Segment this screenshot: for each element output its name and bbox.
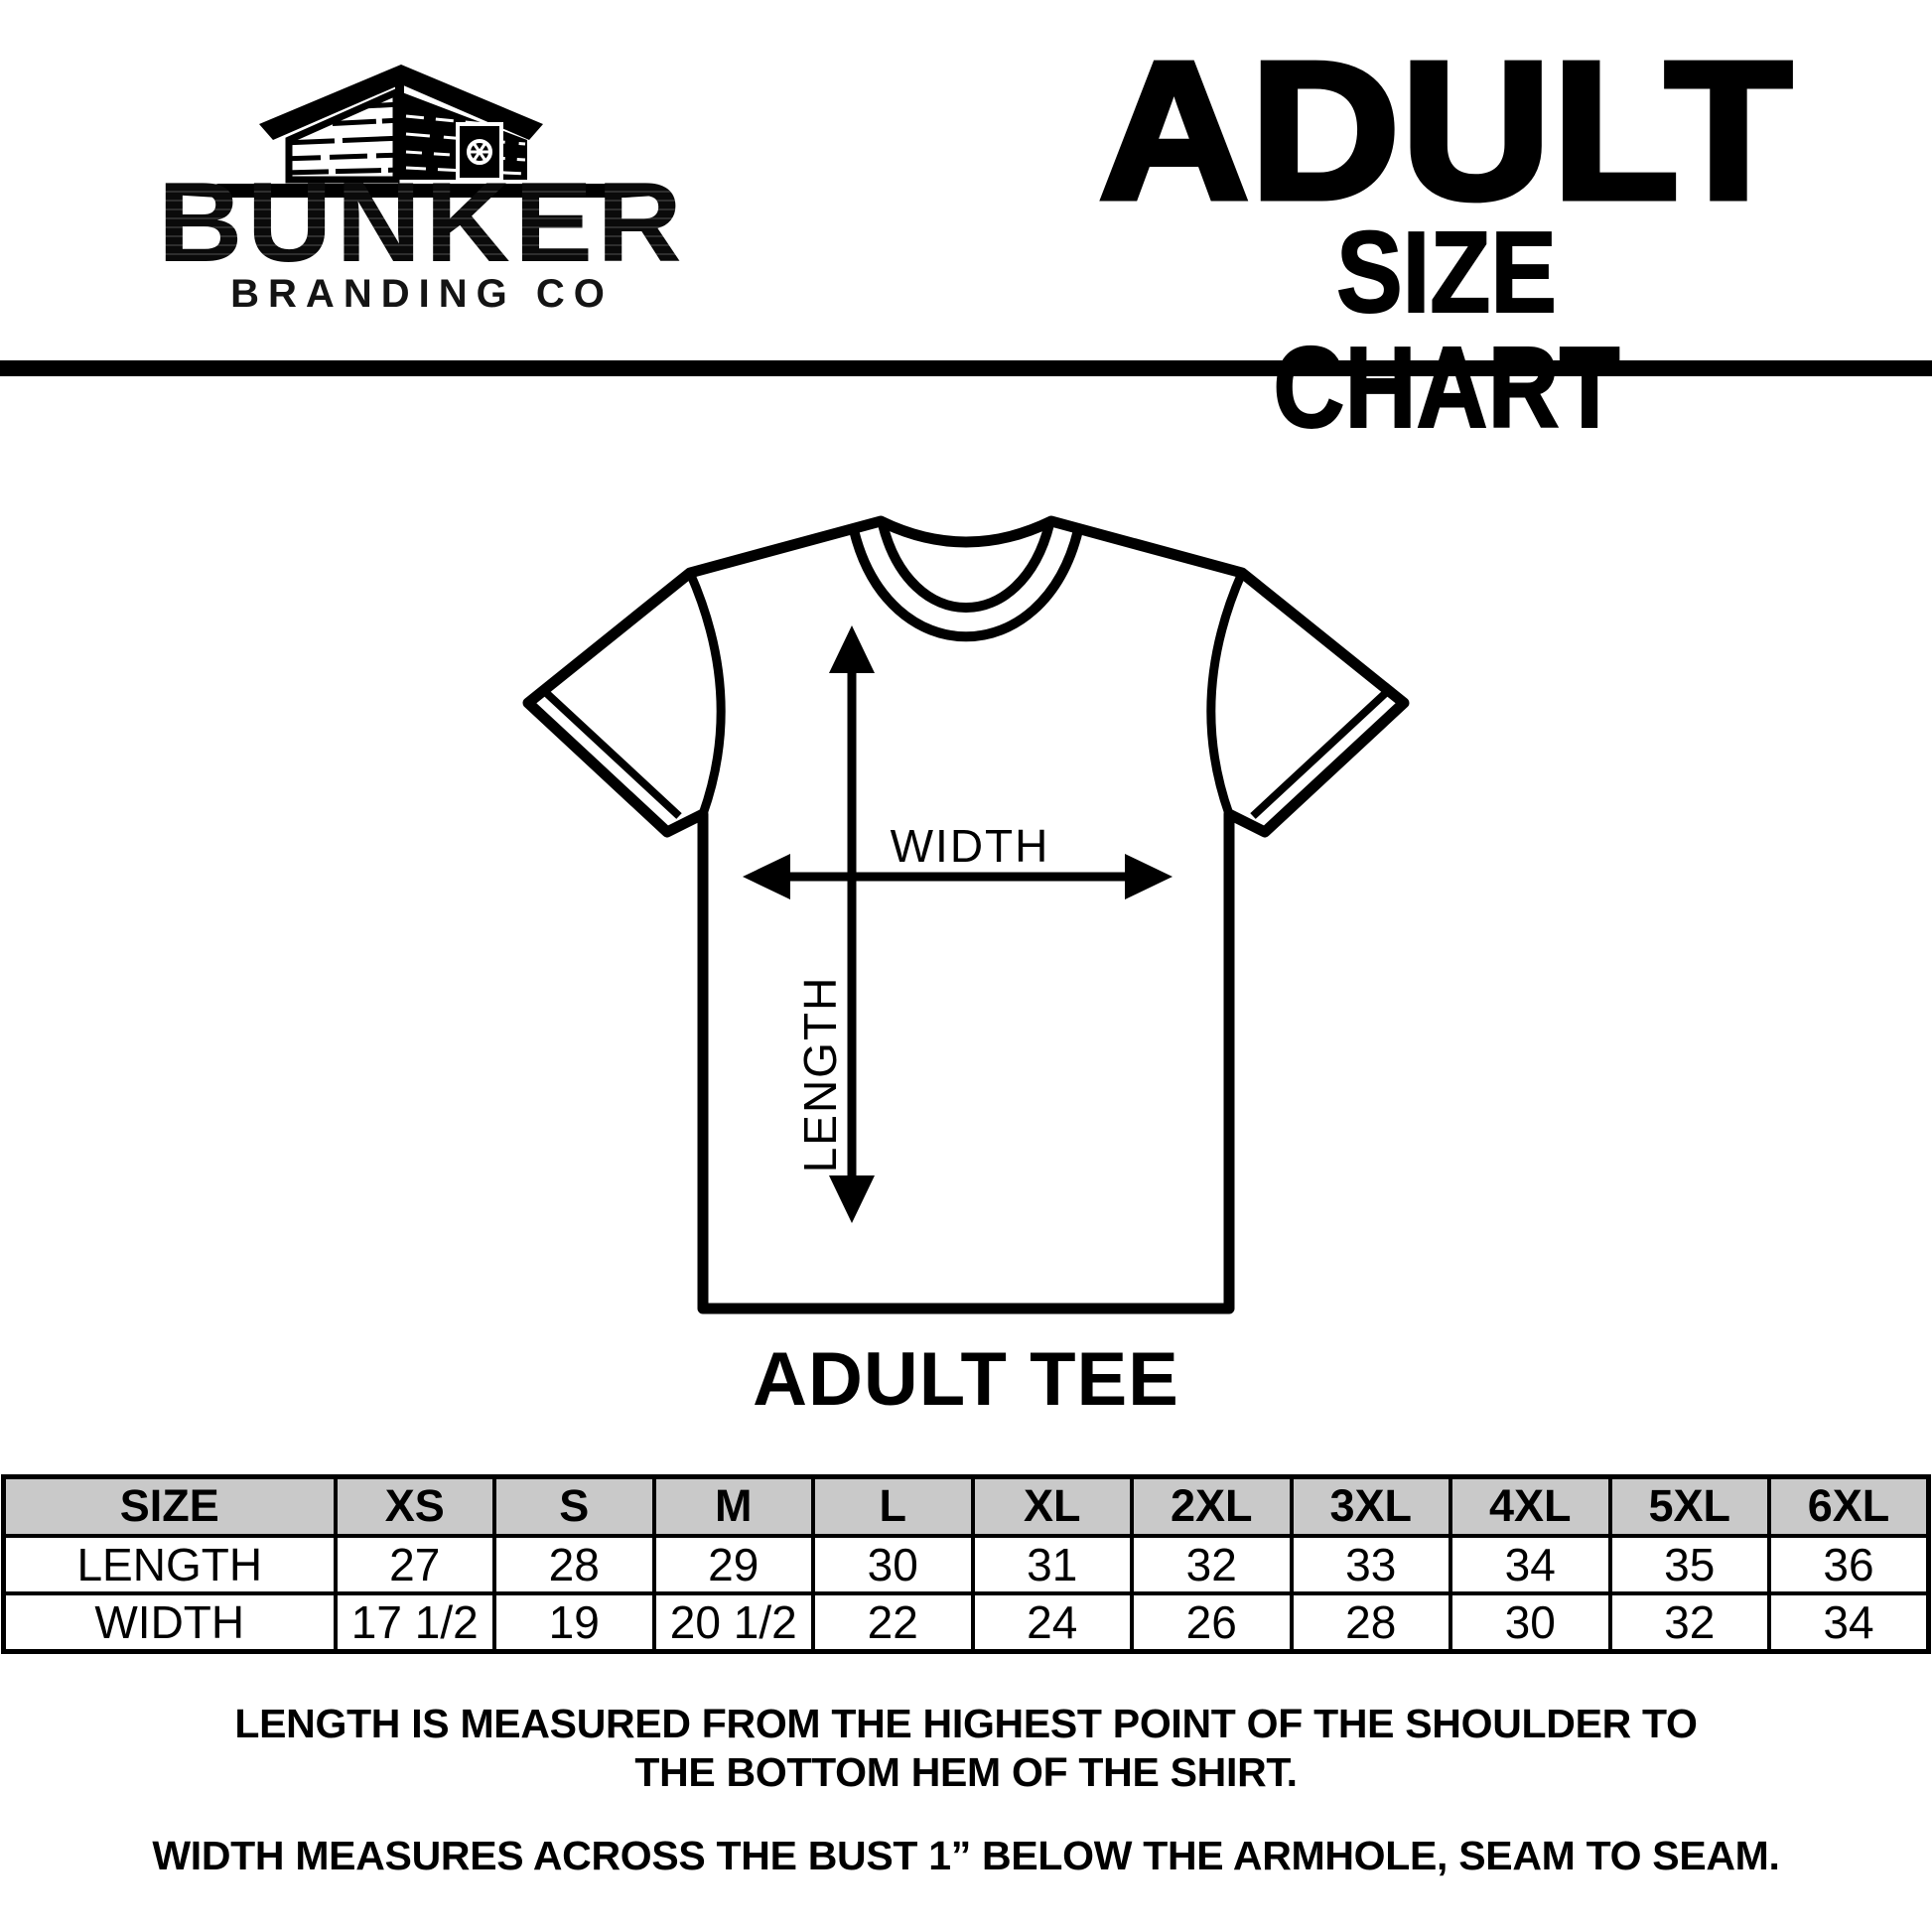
length-l: 30 [811,1533,975,1595]
length-4xl: 34 [1449,1533,1612,1595]
col-header-5xl: 5XL [1607,1474,1771,1538]
length-arrow [829,625,875,1223]
length-m: 29 [651,1533,815,1595]
length-label: LENGTH [794,976,846,1173]
bunker-branding-logo: BUNKER BRANDING CO [158,55,682,343]
length-note-line2: THE BOTTOM HEM OF THE SHIRT. [634,1749,1298,1795]
length-3xl: 33 [1289,1533,1452,1595]
table-row-width: WIDTH 17 1/2 19 20 1/2 22 24 26 28 30 32… [1,1590,1931,1653]
width-6xl: 34 [1767,1590,1931,1653]
col-header-s: S [492,1474,656,1538]
width-xs: 17 1/2 [333,1590,496,1653]
table-header-row: SIZE XS S M L XL 2XL 3XL 4XL 5XL 6XL [1,1474,1931,1538]
width-measurement-note: WIDTH MEASURES ACROSS THE BUST 1” BELOW … [152,1833,1780,1878]
width-s: 19 [492,1590,656,1653]
col-header-size: SIZE [1,1474,338,1538]
col-header-2xl: 2XL [1130,1474,1294,1538]
width-arrow [743,854,1173,899]
header-divider [0,360,1932,376]
length-xl: 31 [970,1533,1134,1595]
vault-door-icon [456,122,503,182]
width-2xl: 26 [1130,1590,1294,1653]
width-l: 22 [811,1590,975,1653]
width-3xl: 28 [1289,1590,1452,1653]
length-s: 28 [492,1533,656,1595]
width-label: WIDTH [891,820,1050,872]
col-header-3xl: 3XL [1289,1474,1452,1538]
bunker-building-icon [169,65,672,198]
length-note-line1: LENGTH IS MEASURED FROM THE HIGHEST POIN… [234,1701,1698,1746]
page-title: ADULT SIZE CHART [1096,0,1795,446]
col-header-6xl: 6XL [1767,1474,1931,1538]
title-adult: ADULT [1096,22,1795,239]
table-row-length: LENGTH 27 28 29 30 31 32 33 34 35 36 [1,1533,1931,1595]
length-measurement-note: LENGTH IS MEASURED FROM THE HIGHEST POIN… [0,1700,1932,1797]
col-header-xl: XL [970,1474,1134,1538]
length-6xl: 36 [1767,1533,1931,1595]
tee-measurement-diagram: WIDTH LENGTH [511,508,1421,1322]
tee-outline-drawing: WIDTH LENGTH [522,515,1410,1314]
width-4xl: 30 [1449,1590,1612,1653]
col-header-l: L [811,1474,975,1538]
brand-subtitle: BRANDING CO [230,272,614,316]
length-2xl: 32 [1130,1533,1294,1595]
size-table: SIZE XS S M L XL 2XL 3XL 4XL 5XL 6XL LEN… [1,1474,1931,1654]
width-xl: 24 [970,1590,1134,1653]
col-header-xs: XS [333,1474,496,1538]
title-size-chart: SIZE CHART [1273,207,1621,452]
col-header-m: M [651,1474,815,1538]
width-m: 20 1/2 [651,1590,815,1653]
width-5xl: 32 [1607,1590,1771,1653]
length-5xl: 35 [1607,1533,1771,1595]
length-xs: 27 [333,1533,496,1595]
brand-name: BUNKER [154,167,691,280]
figure-caption: ADULT TEE [753,1337,1179,1422]
row-label-length: LENGTH [1,1533,338,1595]
col-header-4xl: 4XL [1449,1474,1612,1538]
row-label-width: WIDTH [1,1590,338,1653]
